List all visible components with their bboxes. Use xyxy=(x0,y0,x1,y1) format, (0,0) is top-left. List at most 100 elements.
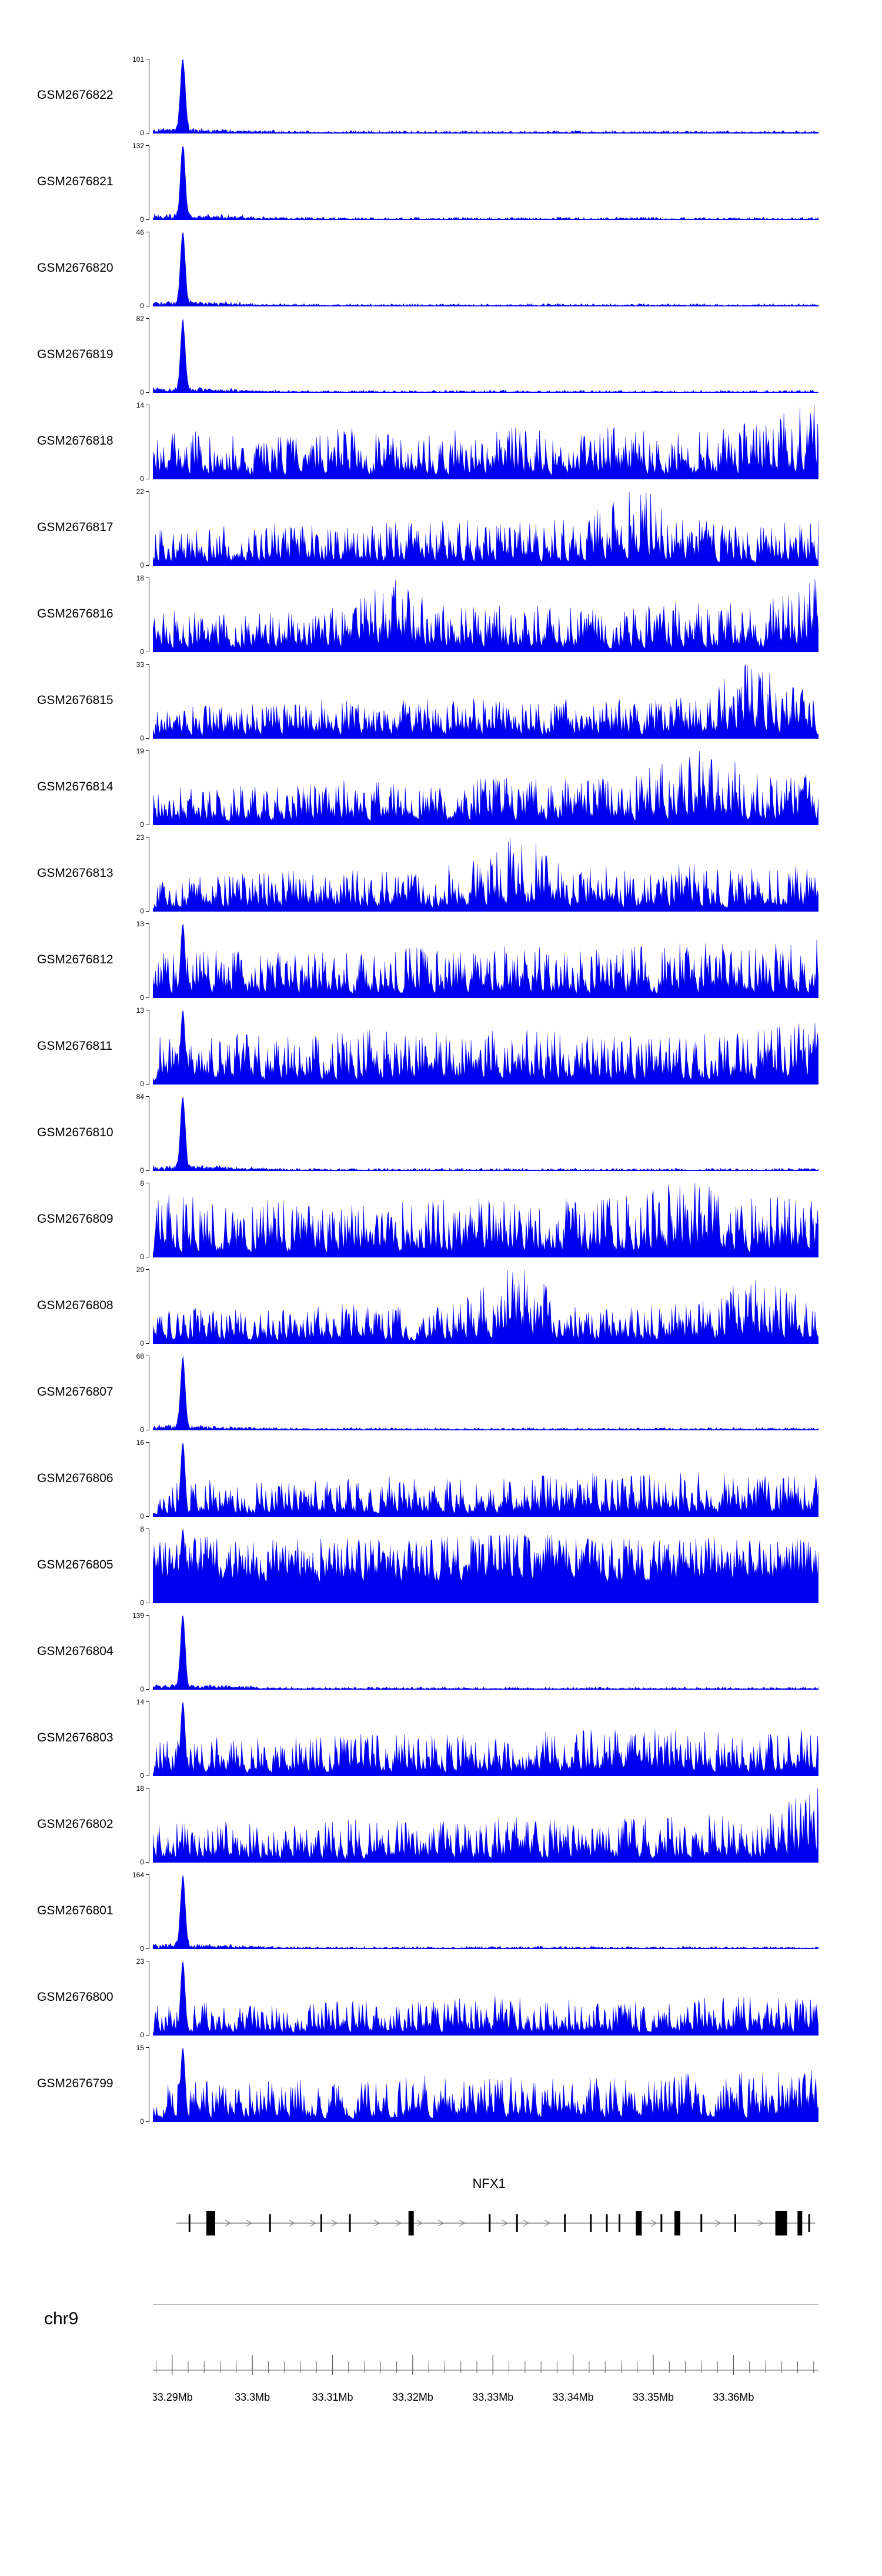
y-max-label: 33 xyxy=(136,660,144,669)
y-axis-tick xyxy=(146,1862,149,1863)
y-axis-tick xyxy=(146,2047,149,2048)
track-label: GSM2676820 xyxy=(37,261,113,275)
y-axis-tick xyxy=(146,1343,149,1344)
y-max-label: 18 xyxy=(136,574,144,582)
y-min-label: 0 xyxy=(140,1944,144,1953)
coverage-track-row: GSM2676813 23 0 xyxy=(0,830,882,916)
coverage-track-row: GSM2676811 13 0 xyxy=(0,1003,882,1089)
y-axis-tick xyxy=(146,911,149,912)
gene-exon xyxy=(619,2214,621,2232)
strand-arrow-icon xyxy=(459,2220,466,2227)
y-min-label: 0 xyxy=(140,1512,144,1520)
track-label: GSM2676822 xyxy=(37,88,113,102)
coverage-plot: 82 0 xyxy=(136,315,818,396)
y-axis-tick xyxy=(146,1948,149,1949)
y-min-label: 0 xyxy=(140,648,144,656)
y-axis-tick xyxy=(146,318,149,319)
coverage-plot: 13 0 xyxy=(136,920,818,1001)
y-max-label: 13 xyxy=(136,920,144,928)
gene-exon xyxy=(206,2211,215,2235)
coverage-plot: 23 0 xyxy=(136,1958,818,2038)
y-min-label: 0 xyxy=(140,734,144,742)
y-axis-tick xyxy=(146,1096,149,1097)
track-label: GSM2676806 xyxy=(37,1471,113,1485)
coverage-track-row: GSM2676809 8 0 xyxy=(0,1176,882,1262)
coverage-plot: 46 0 xyxy=(136,229,818,309)
gene-exon xyxy=(516,2214,518,2232)
coverage-plot: 33 0 xyxy=(136,661,818,742)
y-axis-tick xyxy=(146,997,149,998)
coverage-track-row: GSM2676815 33 0 xyxy=(0,657,882,743)
coverage-signal xyxy=(153,1788,818,1863)
gene-exon xyxy=(606,2214,608,2232)
coverage-signal xyxy=(153,837,818,912)
coverage-plot: 23 0 xyxy=(136,834,818,915)
y-max-label: 15 xyxy=(136,2044,144,2052)
coverage-track-row: GSM2676821 132 0 xyxy=(0,138,882,225)
y-axis-tick xyxy=(146,1516,149,1517)
chromosome-label: chr9 xyxy=(44,2309,79,2328)
coverage-signal xyxy=(153,232,818,306)
coverage-track-row: GSM2676803 14 0 xyxy=(0,1694,882,1781)
coverage-signal xyxy=(153,1269,818,1344)
y-max-label: 82 xyxy=(136,315,144,323)
y-min-label: 0 xyxy=(140,1858,144,1866)
coverage-signal xyxy=(153,664,818,739)
coverage-signal xyxy=(153,1356,818,1430)
y-axis-tick xyxy=(146,1874,149,1875)
y-max-label: 8 xyxy=(140,1179,144,1187)
track-label: GSM2676812 xyxy=(37,952,113,966)
coverage-signal xyxy=(153,318,818,393)
track-label: GSM2676800 xyxy=(37,1990,113,2004)
y-axis-tick xyxy=(146,1084,149,1085)
gene-exon xyxy=(188,2214,191,2232)
y-axis-tick xyxy=(146,1170,149,1171)
gene-exon xyxy=(590,2214,592,2232)
y-axis-tick xyxy=(146,133,149,134)
y-min-label: 0 xyxy=(140,1166,144,1174)
track-label: GSM2676815 xyxy=(37,693,113,707)
y-axis-tick xyxy=(146,664,149,665)
track-label: GSM2676805 xyxy=(37,1557,113,1571)
coverage-plot: 29 0 xyxy=(136,1266,818,1347)
track-label: GSM2676821 xyxy=(37,174,113,188)
coverage-signal xyxy=(153,750,818,825)
strand-arrow-icon xyxy=(544,2220,551,2227)
coverage-signal xyxy=(153,578,818,652)
y-max-label: 14 xyxy=(136,1698,144,1706)
coverage-plot: 19 0 xyxy=(136,748,818,828)
track-label: GSM2676804 xyxy=(37,1644,113,1658)
track-label: GSM2676814 xyxy=(37,779,113,793)
y-axis-tick xyxy=(146,2035,149,2036)
coverage-track-row: GSM2676814 19 0 xyxy=(0,743,882,830)
strand-arrow-icon xyxy=(714,2220,721,2227)
coverage-signal xyxy=(153,1961,818,2036)
axis-tick-label: 33.32Mb xyxy=(392,2391,433,2403)
axis-separator-line xyxy=(153,2304,818,2305)
coverage-plot: 84 0 xyxy=(136,1093,818,1174)
strand-arrow-icon xyxy=(395,2220,402,2227)
track-label: GSM2676816 xyxy=(37,606,113,620)
track-label: GSM2676801 xyxy=(37,1903,113,1917)
coverage-plot: 14 0 xyxy=(136,402,818,482)
track-label: GSM2676818 xyxy=(37,433,113,448)
y-min-label: 0 xyxy=(140,129,144,137)
y-axis-tick xyxy=(146,565,149,566)
strand-arrow-icon xyxy=(502,2220,509,2227)
coverage-signal xyxy=(153,1010,818,1085)
track-label: GSM2676808 xyxy=(37,1298,113,1312)
y-max-label: 132 xyxy=(132,142,144,150)
y-max-label: 101 xyxy=(132,55,144,64)
gene-exon xyxy=(320,2214,322,2232)
gene-exon xyxy=(564,2214,566,2232)
y-axis-tick xyxy=(146,1269,149,1270)
genome-axis-ruler: 33.29Mb 33.3Mb 33.31Mb 33.32Mb 33.33Mb 33.34M… xyxy=(153,2355,818,2403)
coverage-track-row: GSM2676800 23 0 xyxy=(0,1954,882,2040)
y-min-label: 0 xyxy=(140,2117,144,2125)
track-label: GSM2676807 xyxy=(37,1384,113,1399)
coverage-track-row: GSM2676802 18 0 xyxy=(0,1781,882,1867)
track-label: GSM2676813 xyxy=(37,866,113,880)
y-axis-tick xyxy=(146,145,149,146)
coverage-track-row: GSM2676818 14 0 xyxy=(0,398,882,484)
y-axis-tick xyxy=(146,392,149,393)
